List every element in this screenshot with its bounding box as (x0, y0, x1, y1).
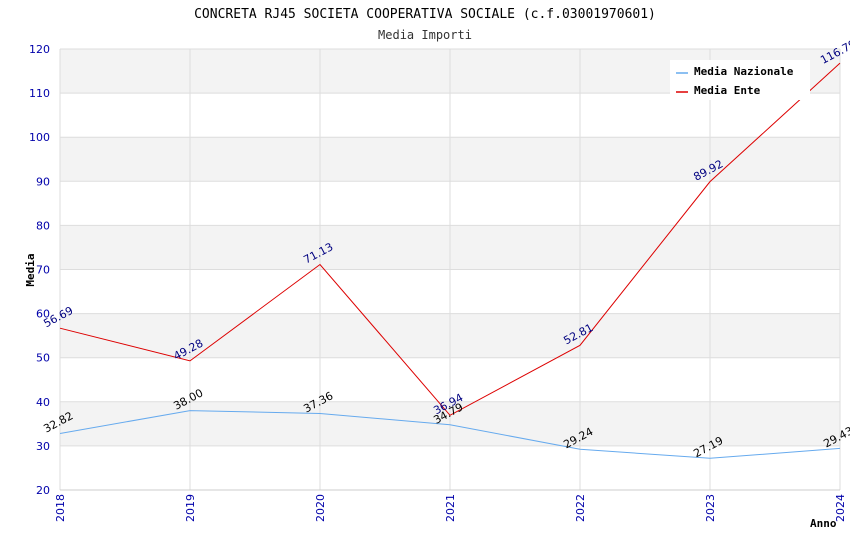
y-tick-label: 30 (36, 440, 50, 453)
y-tick-label: 120 (29, 43, 50, 56)
x-tick-label: 2019 (184, 494, 197, 522)
x-tick-label: 2018 (54, 494, 67, 522)
y-tick-label: 20 (36, 484, 50, 497)
series-line (59, 410, 841, 459)
series-lines (59, 62, 841, 459)
chart-title: CONCRETA RJ45 SOCIETA COOPERATIVA SOCIAL… (194, 7, 656, 22)
y-tick-label: 110 (29, 87, 50, 100)
y-tick-label: 50 (36, 352, 50, 365)
legend-box (670, 60, 810, 100)
x-tick-label: 2024 (834, 494, 847, 522)
y-tick-label: 90 (36, 175, 50, 188)
y-tick-label: 40 (36, 396, 50, 409)
series-line (59, 62, 841, 416)
legend: Media Nazionale Media Ente (670, 60, 810, 100)
y-tick-label: 60 (36, 308, 50, 321)
y-axis-ticks: 20 30 40 50 60 70 80 90 100 110 120 (29, 43, 50, 497)
x-tick-label: 2021 (444, 494, 457, 522)
x-tick-label: 2023 (704, 494, 717, 522)
y-tick-label: 100 (29, 131, 50, 144)
chart-subtitle: Media Importi (378, 28, 472, 42)
x-tick-label: 2020 (314, 494, 327, 522)
legend-label-ente: Media Ente (694, 84, 761, 97)
y-tick-label: 70 (36, 264, 50, 277)
y-tick-label: 80 (36, 219, 50, 232)
legend-label-nazionale: Media Nazionale (694, 65, 794, 78)
x-axis-label: Anno (810, 517, 837, 530)
x-tick-label: 2022 (574, 494, 587, 522)
x-axis-ticks: 2018 2019 2020 2021 2022 2023 2024 (54, 494, 847, 522)
y-axis-label: Media (24, 253, 37, 286)
